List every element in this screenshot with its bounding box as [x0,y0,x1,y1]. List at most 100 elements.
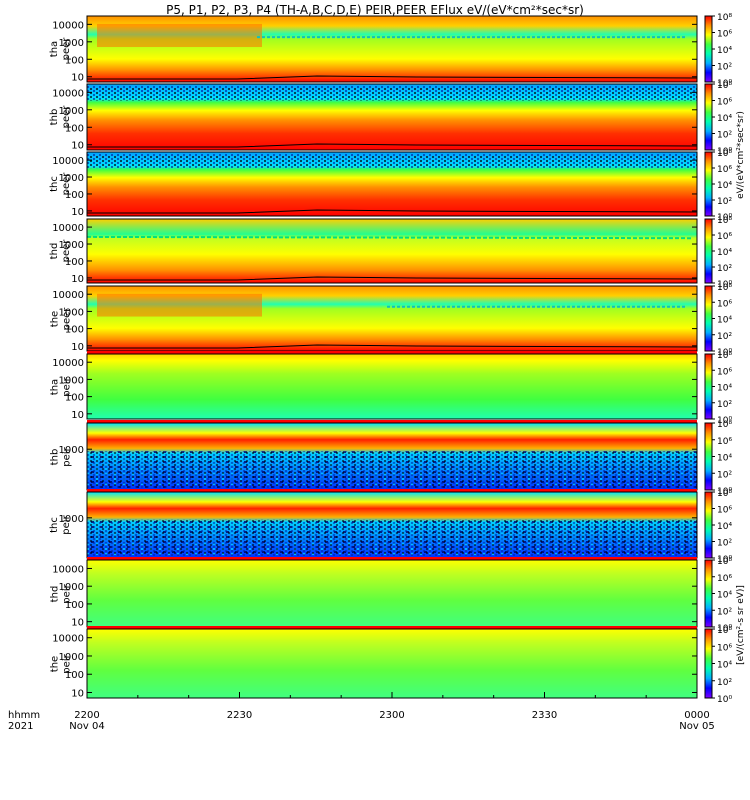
colorbar-tick-label: 10² [717,470,732,480]
colorbar-tick-label: 10⁶ [717,574,732,584]
colorbar-tick-label: 10⁴ [717,522,732,532]
gap-strip [87,489,697,492]
colorbar-tick-label: 10⁶ [717,30,732,40]
spectrogram-fill [87,354,697,419]
chart-title: P5, P1, P2, P3, P4 (TH-A,B,C,D,E) PEIR,P… [166,3,584,17]
y-tick-label: 10 [71,274,84,285]
colorbar-tick-label: 10⁸ [717,557,732,567]
y-tick-label: 1000 [59,307,84,318]
panel-ylabel: the peir [49,653,72,674]
colorbar [704,628,713,699]
colorbar-tick-label: 10⁸ [717,81,732,91]
spectrogram-fill [87,219,697,283]
panel-frame [86,218,698,284]
colorbar-tick-label: 10² [717,197,732,207]
panel-ylabel: thc peer [49,172,72,196]
colorbar-tick-label: 10⁰ [717,348,732,358]
colorbar-tick-label: 10⁴ [717,114,732,124]
y-tick-label: 1000 [59,173,84,184]
x-tick-label: 0000 Nov 05 [679,710,715,732]
colorbar-tick-label: 10⁰ [717,79,732,89]
panel-ylabel: tha peir [49,376,72,397]
colorbar-tick-label: 10⁸ [717,626,732,636]
colorbar-tick-label: 10⁸ [717,420,732,430]
colorbar-tick-label: 10⁶ [717,367,732,377]
y-tick-label: 100 [65,325,84,336]
spacecraft-potential-line [87,75,698,80]
y-tick-label: 100 [65,55,84,66]
colorbar-tick-label: 10⁰ [717,147,732,157]
colorbar [704,353,713,420]
y-tick-label: 100 [65,393,84,404]
colorbar-tick-label: 10⁶ [717,98,732,108]
colorbar-tick-label: 10⁶ [717,437,732,447]
colorbar [704,491,713,559]
y-tick-label: 10 [71,618,84,629]
y-tick-label: 10 [71,141,84,152]
y-tick-label: 10000 [52,634,84,645]
y-tick-label: 1000 [59,445,84,456]
x-tick-label: 2200 Nov 04 [69,710,105,732]
panel-thb-peir: 1000 10⁰ 10² 10⁴ 10⁶ 10⁸ [59,420,732,497]
colorbar-tick-label: 10⁶ [717,506,732,516]
colorbar-tick-label: 10⁶ [717,165,732,175]
colorbar-tick-label: 10⁰ [717,416,732,426]
colorbar-unit-label: [eV/(cm²-s sr eV)] [736,585,746,665]
colorbar [704,151,713,217]
panel-ylabel: thc peir [49,515,72,535]
colorbar-tick-label: 10⁸ [717,149,732,159]
y-tick-label: 1000 [59,582,84,593]
colorbar-tick-label: 10⁴ [717,454,732,464]
panel-ylabel: thb peir [49,446,72,467]
y-tick-label: 10000 [52,564,84,575]
panel-ylabel: thd peer [49,239,72,263]
y-tick-label: 10000 [52,88,84,99]
noise-band [87,154,697,169]
colorbar-tick-label: 10² [717,539,732,549]
panel-the-peir: 10 100 1000 10000 10⁰ 10² 10⁴ 10⁶ 10⁸ [52,626,732,705]
colorbar [704,15,713,83]
colorbar-tick-label: 10⁴ [717,384,732,394]
y-tick-label: 10000 [52,20,84,31]
colorbar-tick-label: 10⁴ [717,591,732,601]
panel-ylabel: the peer [49,307,72,330]
colorbar-tick-label: 10⁸ [717,351,732,361]
panel-thd-peir: 10 100 1000 10000 10⁰ 10² 10⁴ 10⁶ 10⁸ [52,557,732,634]
y-tick-label: 1000 [59,240,84,251]
y-tick-label: 1000 [59,514,84,525]
colorbar-tick-label: 10² [717,264,732,274]
y-tick-label: 10 [71,689,84,700]
colorbar-tick-label: 10⁸ [717,283,732,293]
flux-patch [97,293,262,317]
colorbar-tick-label: 10² [717,607,732,617]
y-tick-label: 10 [71,73,84,84]
gap-strip [87,626,697,629]
colorbar-tick-label: 10² [717,131,732,141]
spacecraft-potential-line [87,344,698,349]
colorbar-tick-label: 10² [717,678,732,688]
colorbar-tick-label: 10⁶ [717,232,732,242]
colorbar-tick-label: 10⁸ [717,13,732,23]
x-tick-label: 2230 [226,710,253,721]
colorbar-tick-label: 10⁰ [717,487,732,497]
y-tick-label: 100 [65,123,84,134]
time-axis-label: hhmm 2021 [8,710,41,732]
noise-band [87,86,697,101]
x-tick-label: 2300 [379,710,405,721]
flux-contour [86,235,693,240]
spacecraft-potential-line [87,209,698,214]
colorbar-tick-label: 10⁶ [717,299,732,309]
gap-strip [87,351,697,354]
colorbar [704,285,713,352]
gap-strip [87,557,697,560]
colorbar [704,422,713,491]
y-tick-label: 100 [65,190,84,201]
colorbar-tick-label: 10⁸ [717,489,732,499]
spacecraft-potential-line [87,276,698,281]
colorbar-tick-label: 10⁴ [717,316,732,326]
panel-ylabel: tha peer [49,37,72,61]
y-tick-label: 10 [71,342,84,353]
colorbar-tick-label: 10⁰ [717,695,732,705]
y-tick-label: 100 [65,257,84,268]
